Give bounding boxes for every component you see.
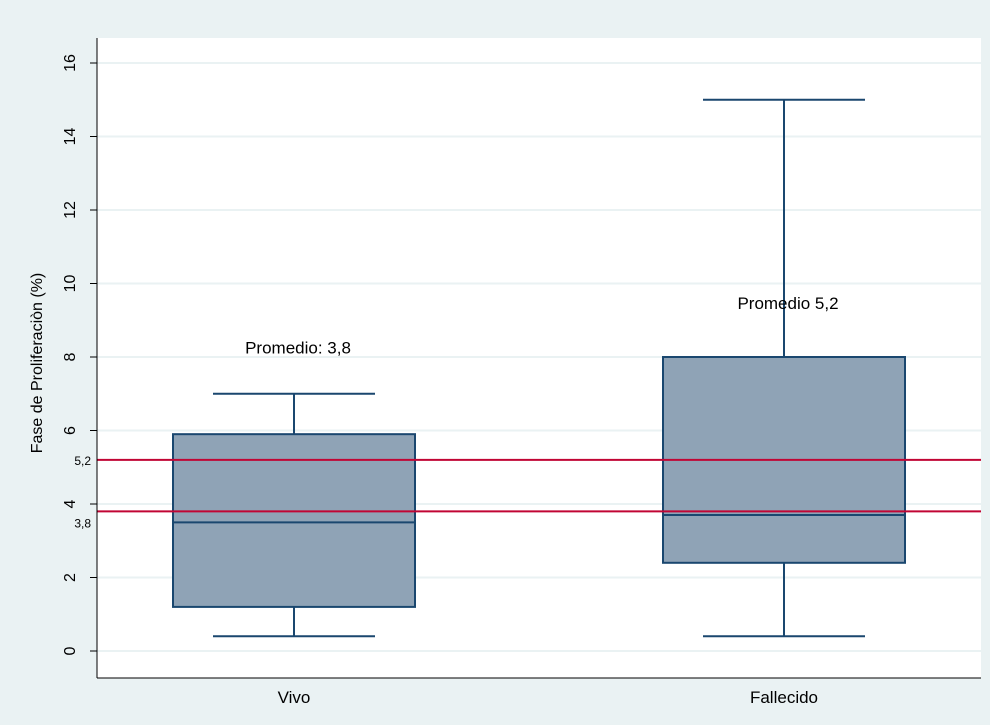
y-tick-label: 16 <box>62 54 79 72</box>
box <box>172 433 416 608</box>
y-axis <box>90 38 981 679</box>
y-tick-label: 6 <box>62 426 79 435</box>
reference-lines <box>97 458 981 513</box>
y-tick-label: 4 <box>62 499 79 508</box>
annotation-text: Promedio: 3,8 <box>245 338 351 357</box>
y-tick-label: 2 <box>62 573 79 582</box>
x-category-label: Vivo <box>278 688 311 707</box>
y-tick-label: 8 <box>62 352 79 361</box>
x-category-label: Fallecido <box>750 688 818 707</box>
y-axis-title: Fase de Proliferaciòn (%) <box>29 273 46 454</box>
y-tick-label: 14 <box>62 128 79 146</box>
y-tick-label: 0 <box>62 646 79 655</box>
y-tick-label: 10 <box>62 275 79 293</box>
reference-line-label: 5,2 <box>74 454 91 468</box>
annotation-text: Promedio 5,2 <box>737 294 838 313</box>
y-tick-label: 12 <box>62 201 79 219</box>
labels: 0 2 4 6 8 10 12 14 16 Vivo Fallecido 5,2 3,8 Promedio… <box>62 54 839 707</box>
reference-line-label: 3,8 <box>74 516 91 530</box>
